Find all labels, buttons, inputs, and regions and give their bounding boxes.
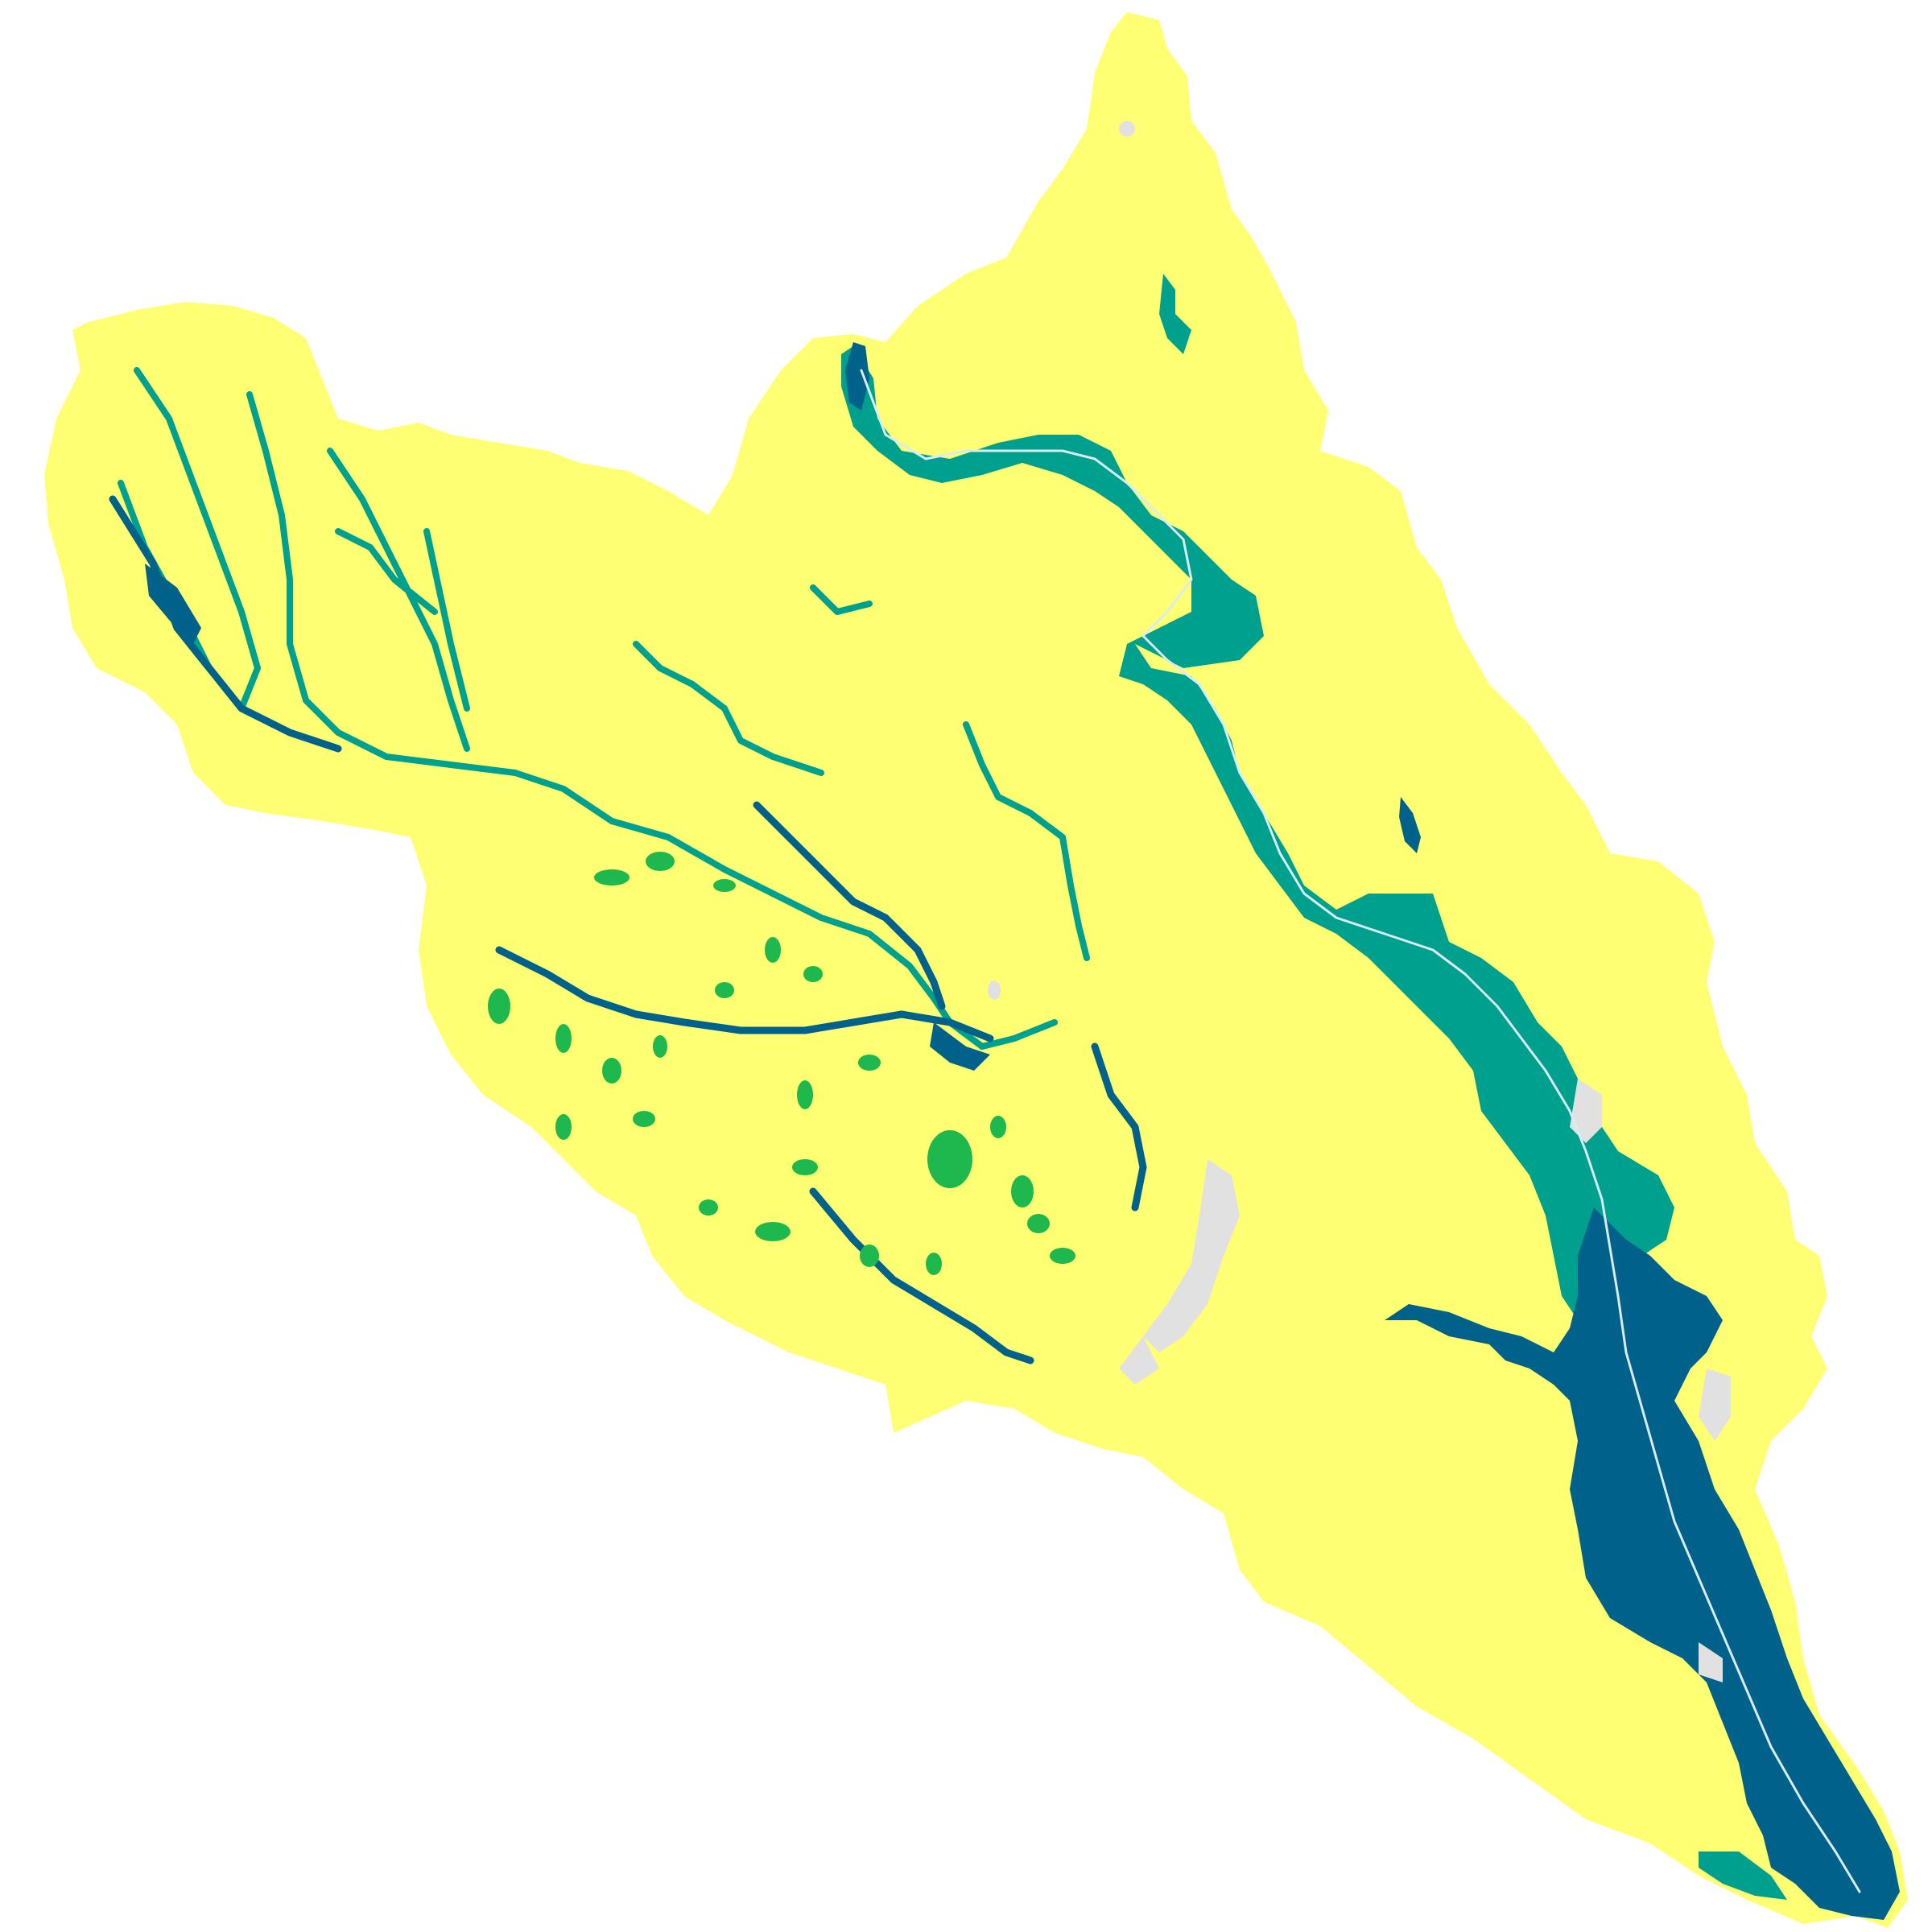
shallow-patch-18 xyxy=(699,1199,718,1216)
flood-zone-deep-confluence xyxy=(930,1022,990,1071)
deep-channel-3 xyxy=(753,801,946,1010)
shallow-patch-20 xyxy=(926,1253,942,1275)
shallow-patch-21 xyxy=(792,1159,818,1175)
shallow-patch-23 xyxy=(555,1114,572,1140)
shallow-patch-10 xyxy=(803,966,823,982)
shallow-patch-4 xyxy=(488,989,510,1024)
shallow-patch-7 xyxy=(653,1035,667,1058)
tributary-8 xyxy=(810,584,873,615)
shallow-patch-9 xyxy=(765,937,781,963)
shallow-patch-12 xyxy=(858,1055,881,1071)
deep-channel-5 xyxy=(1091,1042,1147,1212)
deep-channel-2 xyxy=(495,946,994,1042)
shallow-patch-2 xyxy=(646,852,675,871)
deep-channel-4 xyxy=(809,1187,1034,1364)
flood-zone-deep-upper xyxy=(845,342,869,411)
shallow-patch-11 xyxy=(797,1080,813,1109)
urban-areas xyxy=(988,121,1731,1682)
urban-area-1 xyxy=(1143,1159,1240,1352)
watershed-basin xyxy=(44,12,1908,1928)
shallow-patch-16 xyxy=(1050,1248,1075,1264)
tributary-9 xyxy=(963,721,1090,961)
urban-area-5 xyxy=(1699,1642,1723,1682)
shallow-patch-1 xyxy=(594,869,630,886)
shallow-patch-13 xyxy=(927,1130,972,1188)
deep-channel-1 xyxy=(109,495,342,753)
shallow-flood-patches xyxy=(488,852,1075,1275)
flood-zone-deep-pond xyxy=(1399,797,1421,853)
shallow-patch-14 xyxy=(990,1116,1006,1138)
urban-area-7 xyxy=(988,980,1001,1000)
tributary-6 xyxy=(423,528,470,712)
urban-area-4 xyxy=(1699,1368,1731,1441)
flood-zone-moderate-main xyxy=(841,346,1674,1320)
western-tributaries xyxy=(118,367,1090,1050)
shallow-patch-5 xyxy=(555,1024,572,1053)
shallow-patch-17 xyxy=(755,1222,791,1241)
flood-zone-moderate-branch xyxy=(1159,274,1191,354)
shallow-patch-6 xyxy=(602,1058,621,1084)
main-channel-centerline xyxy=(860,369,1861,1893)
tributary-5 xyxy=(335,528,438,615)
shallow-patch-24 xyxy=(1011,1175,1034,1208)
shallow-patch-3 xyxy=(713,879,736,892)
tributary-7 xyxy=(633,641,824,776)
urban-area-3 xyxy=(1570,1079,1602,1143)
tributary-1 xyxy=(134,367,261,712)
western-deep-channels xyxy=(109,495,1147,1364)
shallow-patch-8 xyxy=(715,982,734,998)
urban-area-2 xyxy=(1119,1336,1159,1385)
flood-zone-deep-main xyxy=(1385,1208,1900,1920)
shallow-patch-19 xyxy=(860,1245,879,1267)
urban-area-6 xyxy=(1119,121,1135,137)
shallow-patch-22 xyxy=(633,1111,655,1127)
flood-zone-deep-west xyxy=(145,564,201,644)
flood-zone-moderate-outlet xyxy=(1699,1852,1787,1900)
shallow-patch-15 xyxy=(1027,1214,1050,1233)
